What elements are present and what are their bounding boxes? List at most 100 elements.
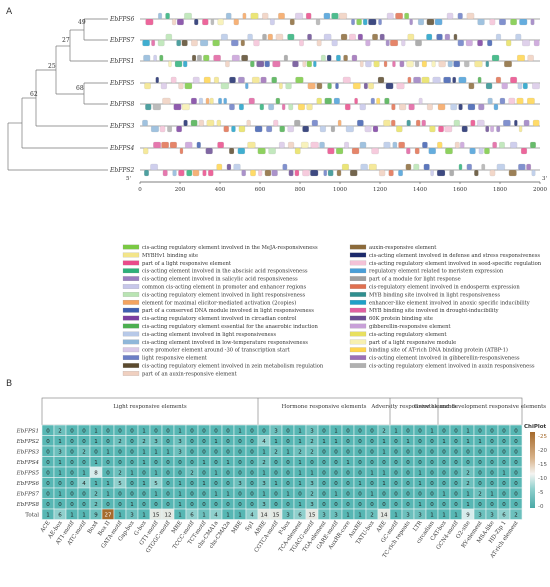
cis-element-mark — [192, 54, 197, 62]
cell-value: 3 — [58, 449, 62, 455]
scale-tick-label: 800 — [295, 187, 306, 193]
cis-element-mark — [478, 103, 485, 111]
cis-element-mark — [218, 97, 222, 105]
cell-value: 1 — [226, 512, 230, 518]
cis-element-mark — [158, 12, 162, 20]
cell-value: 15 — [273, 512, 280, 518]
cis-element-mark — [408, 103, 415, 111]
cell-value: 1 — [142, 512, 146, 518]
cell-value: 0 — [394, 439, 398, 445]
cell-value: 0 — [406, 428, 410, 434]
cis-element-mark — [172, 169, 177, 177]
cis-element-mark — [487, 97, 493, 105]
cell-value: 0 — [226, 470, 230, 476]
cis-element-mark — [518, 125, 523, 133]
cis-element-mark — [229, 147, 235, 155]
cis-element-mark — [340, 33, 348, 41]
cell-value: 0 — [406, 502, 410, 508]
cis-element-mark — [302, 169, 310, 177]
cell-value: 0 — [274, 470, 278, 476]
cis-element-mark — [214, 76, 219, 84]
cell-value: 0 — [190, 439, 194, 445]
cis-element-mark — [370, 97, 375, 105]
cell-value: 1 — [298, 460, 302, 466]
cell-value: 2 — [82, 449, 86, 455]
legend-swatch — [122, 307, 140, 313]
cell-value: 1 — [442, 491, 446, 497]
legend-swatch — [122, 260, 140, 266]
cis-element-mark — [167, 125, 173, 133]
cis-element-mark — [466, 163, 472, 171]
cis-element-mark — [285, 82, 292, 90]
cell-value: 0 — [394, 449, 398, 455]
cis-element-mark — [283, 54, 288, 62]
colorbar-tick-label: -20 — [538, 448, 547, 454]
cis-element-mark — [316, 39, 322, 47]
cis-element-mark — [268, 103, 274, 111]
cell-value: 1 — [502, 470, 506, 476]
cis-element-mark — [176, 39, 182, 47]
cis-element-mark — [250, 60, 255, 68]
cis-element-mark — [384, 97, 390, 105]
cell-value: 0 — [130, 449, 134, 455]
cis-element-mark — [499, 18, 506, 26]
legend-swatch — [349, 331, 367, 337]
cell-value: 1 — [58, 460, 62, 466]
cell-value: 0 — [406, 460, 410, 466]
colorbar-tick-label: -5 — [538, 490, 544, 496]
cell-value: 1 — [262, 470, 266, 476]
cell-value: 0 — [358, 491, 362, 497]
cis-element-mark — [292, 60, 299, 68]
cell-value: 0 — [514, 428, 518, 434]
cell-value: 0 — [82, 460, 86, 466]
colorbar-tick-label: -10 — [538, 476, 547, 482]
cis-element-mark — [260, 76, 267, 84]
cis-element-mark — [343, 54, 348, 62]
legend-label: MYB binding site involved in drought-ind… — [369, 308, 499, 314]
cell-value: 1 — [70, 512, 74, 518]
cis-element-mark — [368, 18, 377, 26]
gene-label: EbFPS2 — [109, 167, 135, 174]
heatmap-cell — [509, 508, 523, 520]
cell-value: 1 — [94, 481, 98, 487]
cell-value: 0 — [70, 481, 74, 487]
cell-value: 0 — [118, 502, 122, 508]
cell-value: 1 — [298, 481, 302, 487]
cis-element-mark — [383, 141, 391, 149]
cell-value: 0 — [226, 439, 230, 445]
cis-element-mark — [153, 141, 161, 149]
cell-value: 0 — [286, 470, 290, 476]
cis-element-mark — [142, 119, 148, 127]
cis-element-mark — [530, 18, 535, 26]
cis-element-mark — [510, 141, 518, 149]
row-label: EbFPS5 — [16, 470, 40, 476]
cell-value: 6 — [190, 512, 194, 518]
cis-element-mark — [422, 141, 428, 149]
cis-element-mark — [491, 54, 500, 62]
cell-value: 0 — [166, 470, 170, 476]
cis-element-mark — [517, 82, 523, 90]
cis-element-mark — [532, 82, 540, 90]
cell-value: 0 — [214, 502, 218, 508]
cis-element-mark — [216, 119, 222, 127]
cell-value: 0 — [286, 502, 290, 508]
cell-value: 0 — [358, 502, 362, 508]
cis-element-mark — [270, 18, 275, 26]
cis-element-mark — [194, 18, 199, 26]
cis-element-mark — [351, 147, 360, 155]
cell-value: 0 — [514, 470, 518, 476]
colorbar-ramp — [530, 432, 535, 508]
cell-value: 1 — [94, 439, 98, 445]
legend-swatch — [122, 331, 140, 337]
cell-value: 1 — [178, 481, 182, 487]
cis-element-mark — [206, 119, 215, 127]
cis-element-mark — [514, 119, 518, 127]
cell-value: 0 — [166, 502, 170, 508]
row-label: EbFPS7 — [16, 491, 40, 497]
legend-label: cis-acting regulatory element involved i… — [142, 316, 297, 322]
cis-element-mark — [470, 119, 476, 127]
cis-element-mark — [168, 60, 172, 68]
cis-element-mark — [192, 76, 200, 84]
cis-element-mark — [307, 82, 316, 90]
cell-value: 0 — [394, 481, 398, 487]
